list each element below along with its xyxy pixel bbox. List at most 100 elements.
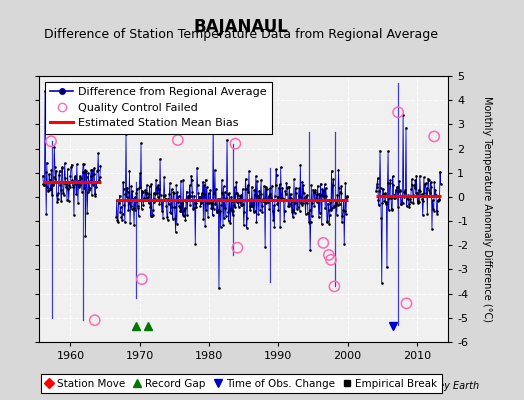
Point [204,190,213,197]
Point [274,207,282,214]
Point [219,222,227,228]
Point [384,179,392,186]
Point [205,198,214,204]
Point [94,150,102,156]
Point [237,192,246,198]
Point [273,201,281,208]
Point [140,195,148,201]
Point [59,190,67,196]
Point [214,196,222,202]
Point [373,184,381,191]
Point [300,195,309,201]
Point [272,172,281,178]
Point [136,184,145,190]
Point [310,202,319,209]
Point [121,219,129,226]
Point [426,193,434,199]
Point [135,212,143,219]
Point [198,199,206,206]
Point [120,202,128,209]
Point [161,196,170,202]
Point [231,204,239,210]
Point [243,224,251,231]
Y-axis label: Monthly Temperature Anomaly Difference (°C): Monthly Temperature Anomaly Difference (… [482,96,492,322]
Point [51,176,60,182]
Point [372,188,380,194]
Point [167,210,175,216]
Point [176,208,184,214]
Point [206,187,214,193]
Point [265,193,273,199]
Point [215,196,224,202]
Point [268,208,277,214]
Point [287,194,296,201]
Point [434,196,442,203]
Point [153,184,161,190]
Point [379,186,387,192]
Point [408,182,417,188]
Point [91,191,99,198]
Point [229,208,237,214]
Point [405,204,413,210]
Point [334,201,342,208]
Point [39,172,47,179]
Point [323,218,331,224]
Point [332,201,340,208]
Point [304,210,313,216]
Point [421,180,429,187]
Point [392,193,400,199]
Point [180,206,189,213]
Point [154,182,162,189]
Point [202,207,211,213]
Point [182,198,190,204]
Point [212,209,221,216]
Point [174,199,182,205]
Point [394,109,402,116]
Point [317,192,325,198]
Point [343,193,351,199]
Legend: Difference from Regional Average, Quality Control Failed, Estimated Station Mean: Difference from Regional Average, Qualit… [45,82,272,134]
Point [208,204,216,211]
Point [241,196,249,203]
Point [433,210,441,217]
Point [184,192,192,199]
Point [290,210,299,216]
Point [373,181,381,187]
Point [376,148,384,154]
Point [145,190,154,197]
Point [182,188,191,195]
Point [53,196,62,202]
Point [334,167,343,173]
Point [152,176,160,183]
Point [127,183,135,189]
Point [318,186,326,192]
Point [423,211,432,217]
Point [299,182,308,188]
Point [203,184,211,190]
Point [325,212,334,218]
Point [282,191,290,197]
Point [242,186,250,192]
Point [62,184,70,190]
Point [73,161,81,168]
Point [380,198,388,204]
Point [83,210,91,216]
Point [47,138,55,144]
Point [272,166,280,172]
Point [237,202,245,208]
Point [221,204,230,211]
Point [397,201,406,208]
Point [84,189,92,196]
Point [173,189,182,196]
Point [293,197,302,203]
Point [158,207,166,214]
Point [384,148,392,155]
Point [409,200,418,206]
Point [60,180,68,186]
Point [86,172,95,179]
Point [117,214,126,220]
Point [186,201,194,208]
Point [77,174,85,181]
Point [90,170,98,177]
Point [276,181,284,188]
